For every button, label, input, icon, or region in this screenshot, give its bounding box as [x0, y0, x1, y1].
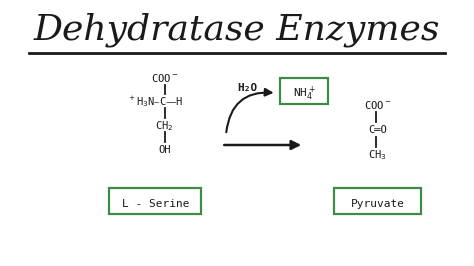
Text: NH$_4^+$: NH$_4^+$	[292, 85, 315, 103]
Bar	[334, 188, 421, 214]
Text: C═O: C═O	[368, 125, 387, 135]
Text: $^+$H$_3$N–C—H: $^+$H$_3$N–C—H	[127, 94, 183, 109]
Bar	[109, 188, 201, 214]
Text: L - Serine: L - Serine	[121, 199, 189, 209]
Bar	[280, 78, 328, 104]
Text: Dehydratase Enzymes: Dehydratase Enzymes	[34, 13, 440, 47]
Text: OH: OH	[158, 145, 171, 155]
Text: CH$_2$: CH$_2$	[155, 119, 174, 133]
Text: Pyruvate: Pyruvate	[350, 199, 404, 209]
Text: CH$_3$: CH$_3$	[368, 148, 387, 162]
Text: COO$^-$: COO$^-$	[151, 72, 178, 84]
Text: COO$^-$: COO$^-$	[364, 99, 391, 111]
Text: H₂O: H₂O	[237, 83, 257, 93]
